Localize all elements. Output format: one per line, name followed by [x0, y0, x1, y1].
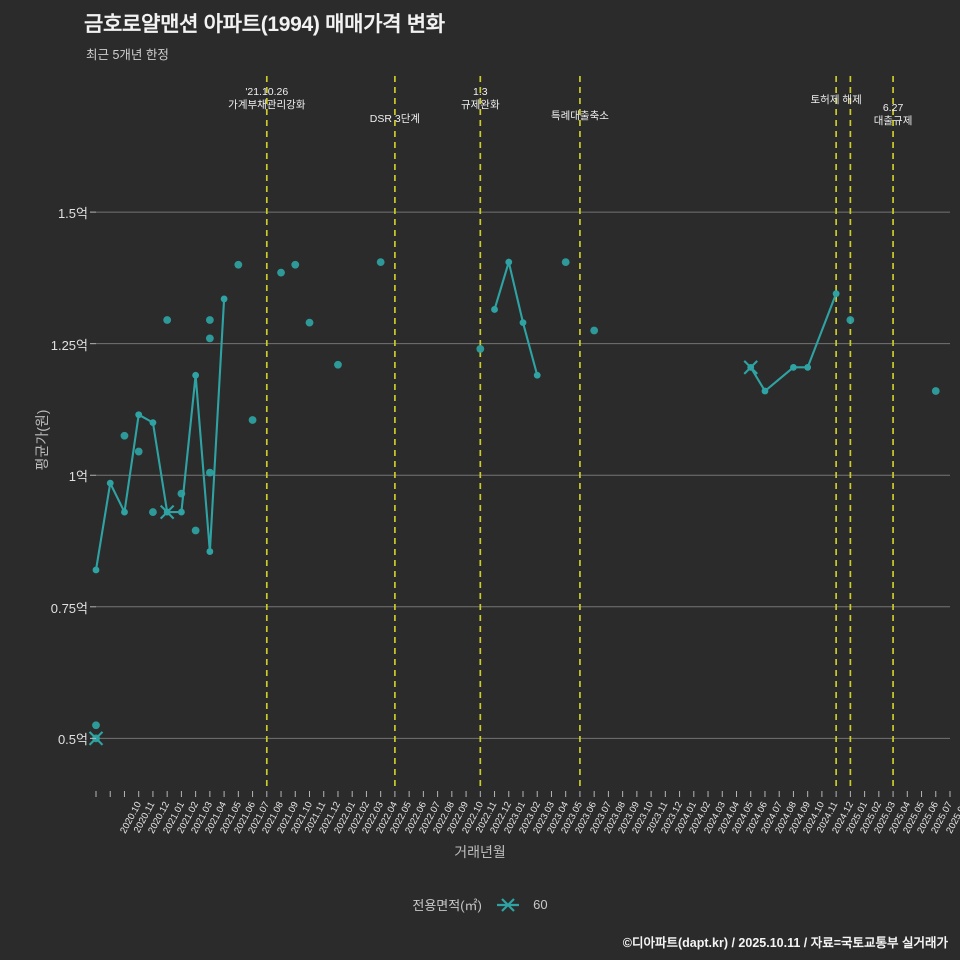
- scatter-point: [120, 431, 129, 440]
- y-tick-label: 1.25억: [50, 337, 88, 353]
- scatter-point: [163, 316, 172, 324]
- scatter-point: [334, 360, 342, 369]
- series-point: [192, 371, 200, 379]
- series-point: [832, 290, 840, 298]
- footer-credit: ©디아파트(dapt.kr) / 2025.10.11 / 자료=국토교통부 실…: [622, 936, 948, 950]
- series-point: [135, 411, 143, 419]
- annotation-label-line2: 토허제 해제: [810, 94, 862, 106]
- scatter-point: [476, 345, 485, 353]
- series-point: [747, 363, 755, 371]
- annotation-label-line1: '21.10.26: [245, 86, 289, 98]
- scatter-point: [590, 326, 599, 335]
- annotation-label-line2: 대출규제: [873, 115, 913, 127]
- series-point: [106, 479, 114, 487]
- series-point: [121, 508, 128, 516]
- legend: 전용면적(㎡) 60: [0, 895, 960, 914]
- y-tick-label: 0.75억: [50, 600, 88, 616]
- series-point: [804, 363, 812, 371]
- scatter-point: [931, 387, 940, 395]
- series-point: [206, 548, 214, 555]
- scatter-point: [149, 508, 157, 516]
- series-point: [761, 387, 769, 395]
- scatter-point: [205, 334, 214, 343]
- annotation-label: 토허제 해제: [766, 94, 906, 107]
- scatter-point: [376, 258, 385, 266]
- series-x-marker: [88, 731, 104, 746]
- page-subtitle: 최근 5개년 한정: [86, 48, 169, 62]
- scatter-point: [205, 316, 214, 324]
- series-point: [92, 566, 100, 574]
- annotation-label: '21.10.26 가계부채관리강화: [197, 86, 337, 112]
- scatter-point: [92, 721, 100, 730]
- series-point: [519, 319, 527, 327]
- series-point: [178, 508, 185, 516]
- series-x-marker: [743, 360, 758, 375]
- annotation-label: 6.27 대출규제: [823, 102, 960, 128]
- scatter-point: [561, 258, 570, 266]
- series-point: [149, 419, 157, 427]
- series-x-marker: [159, 504, 175, 520]
- scatter-point: [234, 260, 243, 269]
- scatter-point: [92, 734, 100, 743]
- x-axis-title: 거래년월: [454, 844, 506, 860]
- scatter-point: [846, 316, 855, 324]
- scatter-point: [291, 260, 300, 269]
- series-line: [493, 258, 539, 376]
- scatter-point: [177, 489, 186, 498]
- scatter-point: [277, 268, 285, 277]
- scatter-point: [305, 318, 314, 327]
- y-tick-label: 1억: [68, 469, 88, 485]
- annotation-label-line2: DSR 3단계: [369, 113, 421, 125]
- series-point: [491, 306, 498, 313]
- y-tick-label: 1.5억: [57, 206, 88, 222]
- series-line: [749, 293, 838, 393]
- series-point: [533, 371, 541, 379]
- page-title: 금호로얄맨션 아파트(1994) 매매가격 변화: [84, 13, 445, 36]
- series-point: [220, 295, 228, 303]
- annotation-label-line2: 특례대출축소: [550, 110, 609, 122]
- y-tick-label: 0.5억: [57, 732, 88, 748]
- series-point: [505, 258, 513, 266]
- annotation-label-line1: 1.3: [472, 86, 488, 98]
- annotation-label-line1: 6.27: [882, 102, 904, 114]
- scatter-point: [191, 526, 200, 535]
- legend-marker-x-icon: [496, 897, 519, 912]
- legend-entry-label: 60: [533, 897, 548, 912]
- scatter-point: [248, 416, 257, 424]
- series-point: [163, 508, 171, 516]
- annotation-label: 1.3 규제완화: [410, 86, 550, 112]
- annotation-label-line2: 가계부채관리강화: [228, 99, 306, 111]
- annotation-label: DSR 3단계: [325, 113, 465, 126]
- annotation-label-line2: 규제완화: [460, 99, 500, 111]
- series-line: [94, 298, 226, 571]
- scatter-point: [134, 447, 143, 456]
- legend-title: 전용면적(㎡): [412, 898, 482, 913]
- scatter-point: [205, 468, 214, 477]
- annotation-label: 특례대출축소: [510, 110, 650, 123]
- series-point: [790, 363, 797, 371]
